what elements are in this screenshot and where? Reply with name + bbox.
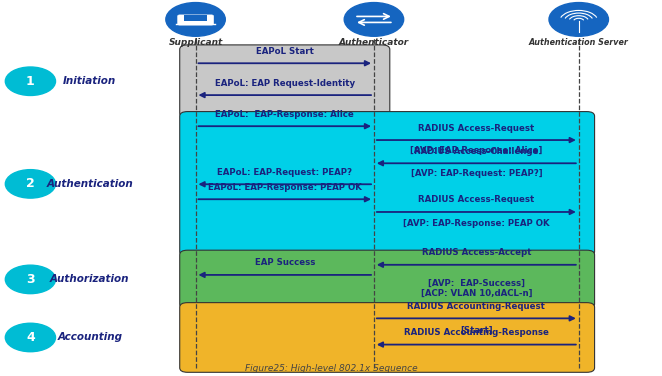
Text: [AVP:  EAP-Success]
[ACP: VLAN 10,dACL-n]: [AVP: EAP-Success] [ACP: VLAN 10,dACL-n] — [420, 279, 532, 298]
Text: RADIUS Accounting-Request: RADIUS Accounting-Request — [407, 302, 545, 311]
Text: Authorization: Authorization — [50, 274, 130, 284]
Circle shape — [549, 3, 608, 36]
Circle shape — [5, 67, 56, 96]
Bar — [183, 15, 207, 21]
FancyBboxPatch shape — [177, 15, 213, 25]
Text: 3: 3 — [26, 273, 34, 286]
Text: 1: 1 — [26, 75, 35, 88]
Text: Authenticator: Authenticator — [339, 38, 409, 47]
Text: RADIUS Accounting-Response: RADIUS Accounting-Response — [404, 328, 549, 337]
Text: RADIUS Access-Challenge: RADIUS Access-Challenge — [414, 147, 538, 156]
Text: EAPoL: EAP-Response: PEAP OK: EAPoL: EAP-Response: PEAP OK — [208, 183, 361, 192]
Text: 2: 2 — [26, 177, 35, 190]
Text: RADIUS Access-Request: RADIUS Access-Request — [418, 124, 534, 133]
Text: [Start]: [Start] — [460, 326, 493, 335]
Circle shape — [5, 265, 56, 294]
FancyBboxPatch shape — [179, 112, 594, 256]
Circle shape — [166, 3, 225, 36]
Text: EAPoL: EAP Request-Identity: EAPoL: EAP Request-Identity — [214, 79, 355, 88]
Text: 4: 4 — [26, 331, 35, 344]
Circle shape — [344, 3, 404, 36]
Circle shape — [5, 170, 56, 198]
Text: [AVP: EAP-Request: PEAP?]: [AVP: EAP-Request: PEAP?] — [410, 169, 542, 178]
Text: EAPoL Start: EAPoL Start — [256, 47, 314, 56]
Text: Initiation: Initiation — [64, 76, 117, 86]
Text: Accounting: Accounting — [58, 332, 122, 343]
Text: Authentication: Authentication — [46, 179, 133, 189]
Text: [AVP: EAP-Response: PEAP OK: [AVP: EAP-Response: PEAP OK — [403, 219, 549, 228]
Text: [AVP: EAP-Response: Alice]: [AVP: EAP-Response: Alice] — [410, 146, 543, 155]
Text: Supplicant: Supplicant — [168, 38, 222, 47]
Text: Authentication Server: Authentication Server — [529, 38, 629, 47]
Text: EAP Success: EAP Success — [255, 258, 315, 267]
Text: RADIUS Access-Accept: RADIUS Access-Accept — [422, 248, 531, 257]
FancyBboxPatch shape — [179, 250, 594, 309]
Text: EAPoL:  EAP-Response: Alice: EAPoL: EAP-Response: Alice — [215, 110, 354, 119]
FancyBboxPatch shape — [179, 45, 390, 118]
Circle shape — [5, 323, 56, 352]
FancyBboxPatch shape — [179, 303, 594, 372]
Text: RADIUS Access-Request: RADIUS Access-Request — [418, 196, 534, 205]
Text: Figure25: High-level 802.1x Sequence: Figure25: High-level 802.1x Sequence — [245, 364, 417, 373]
Text: EAPoL: EAP-Request: PEAP?: EAPoL: EAP-Request: PEAP? — [217, 168, 352, 177]
